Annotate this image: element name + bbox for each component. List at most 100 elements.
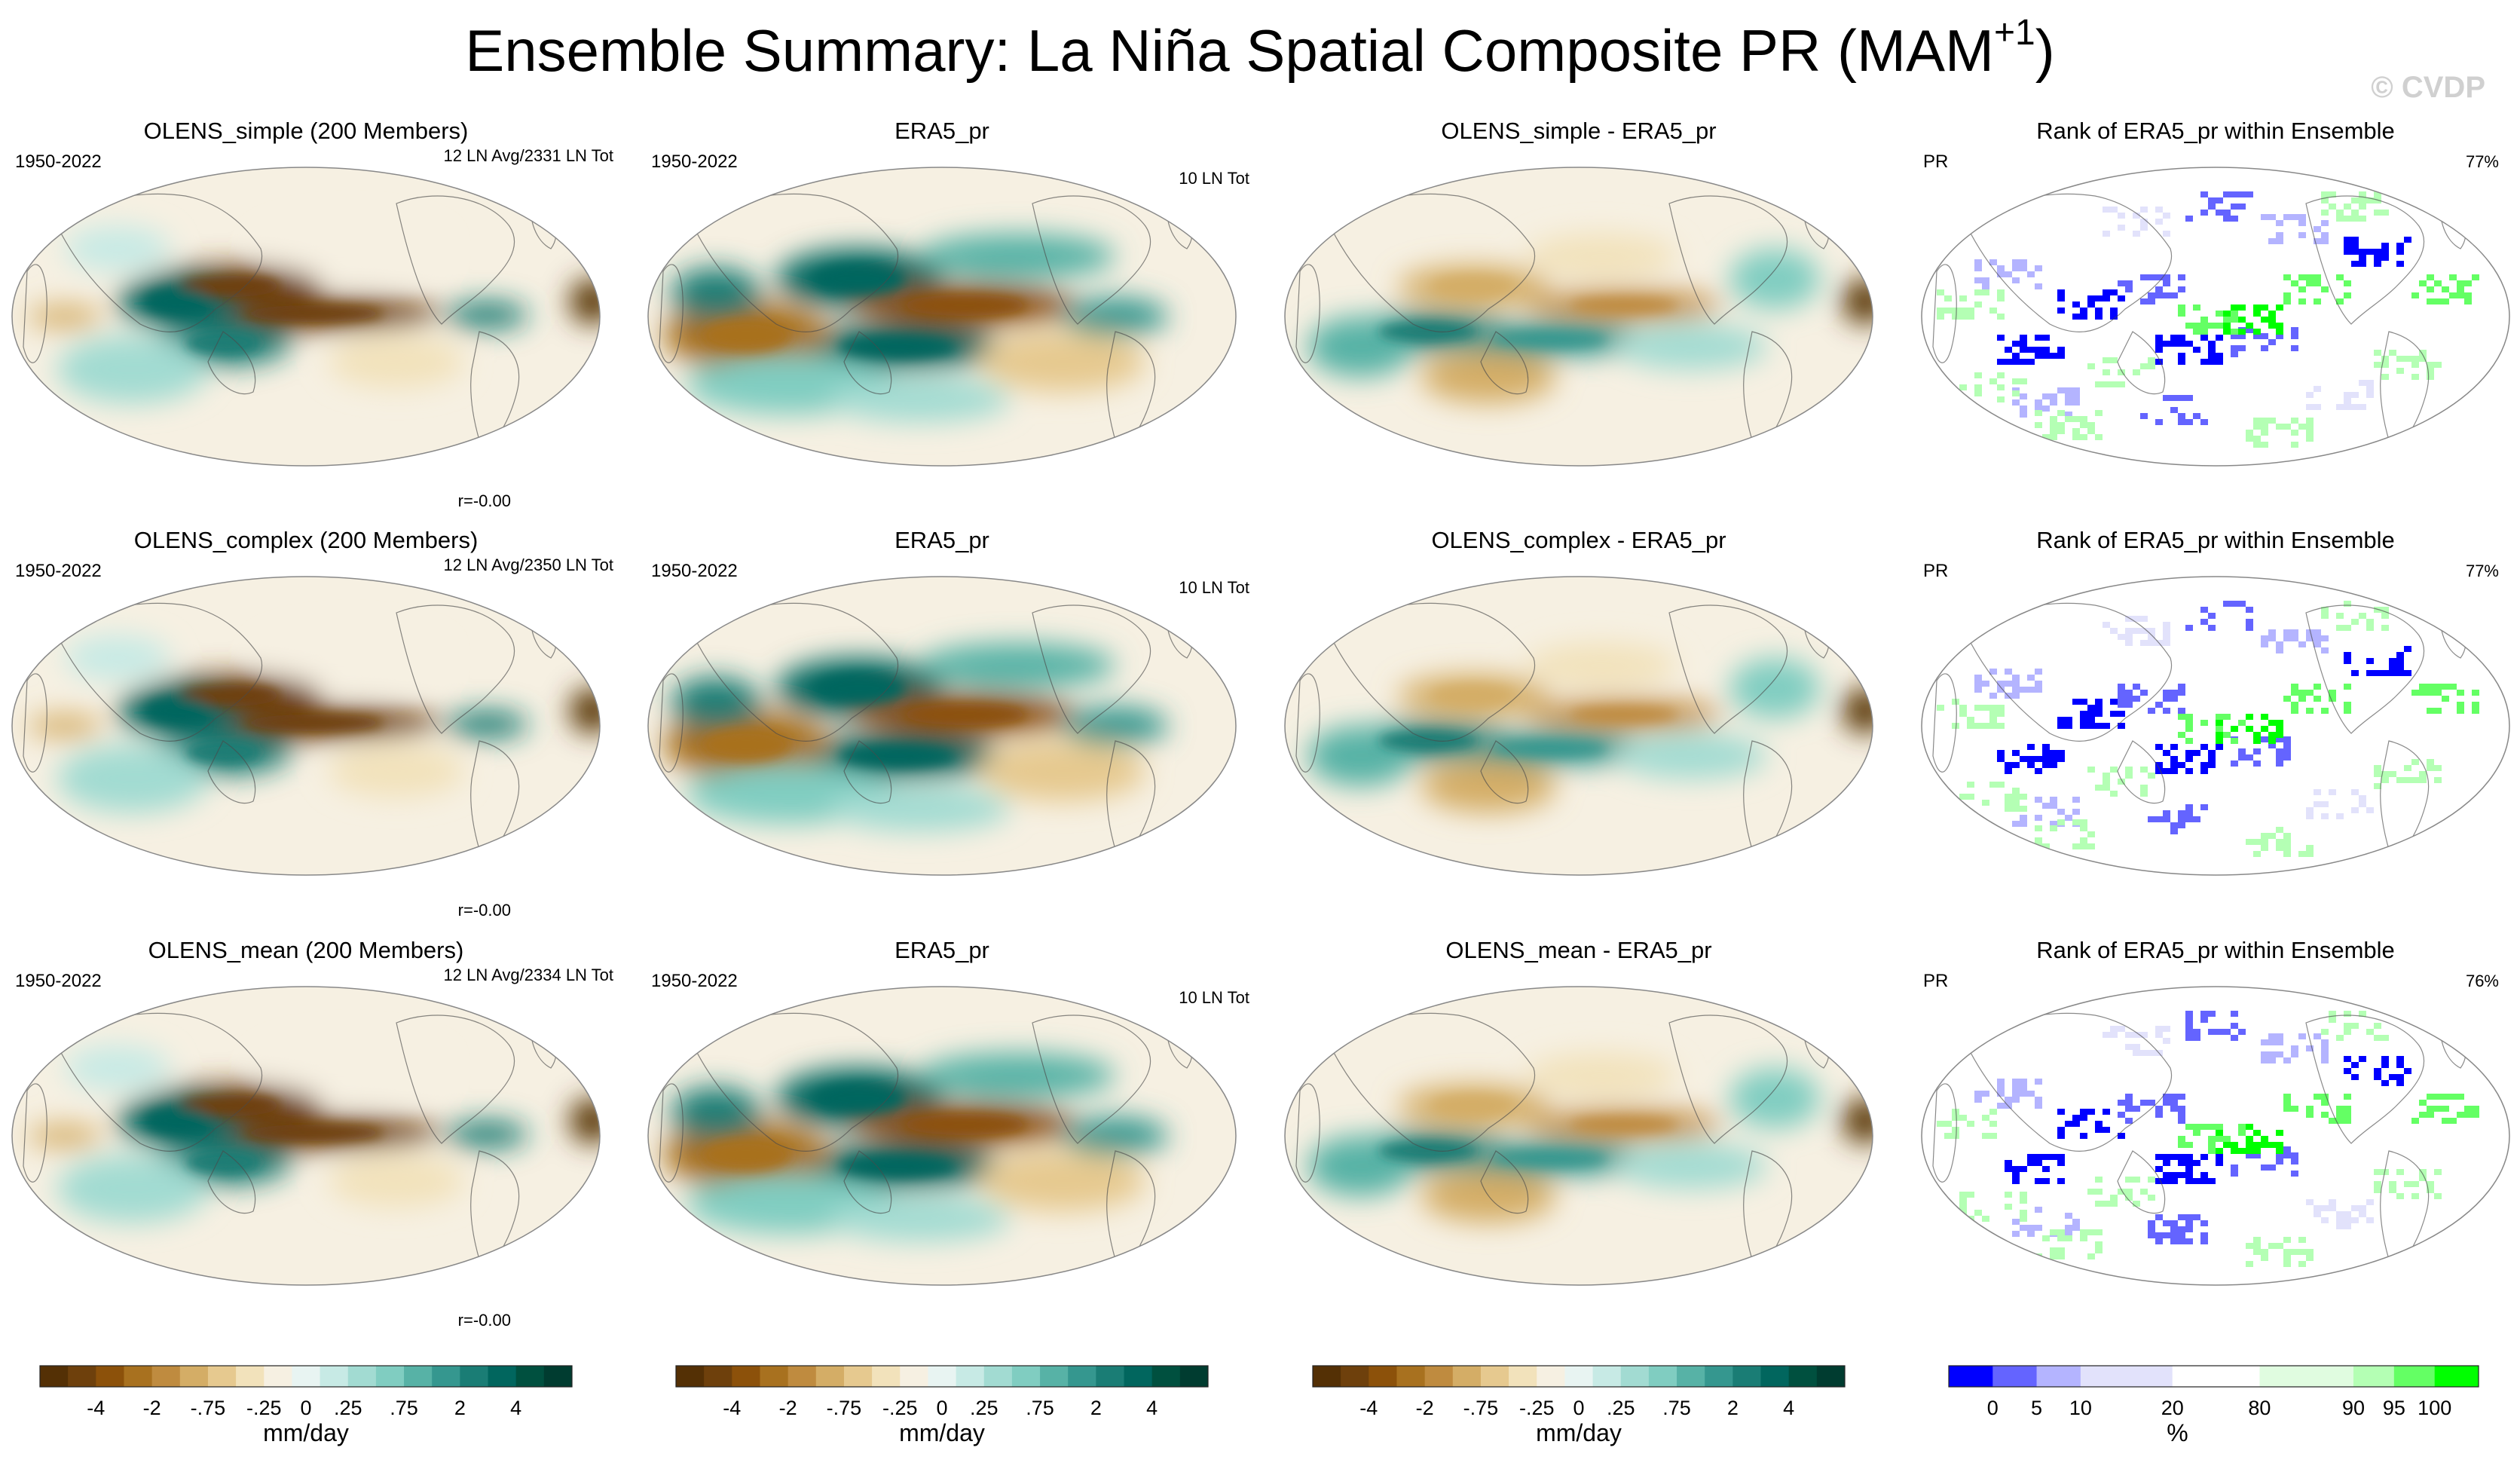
rank-cell [2268, 720, 2276, 726]
rank-cell [2216, 1029, 2223, 1035]
anomaly-green [57, 1155, 208, 1223]
rank-cell [2118, 295, 2125, 301]
coastline [1032, 1015, 1151, 1144]
colorbar-tick-label: -2 [779, 1397, 797, 1419]
anomaly-brown [261, 1042, 442, 1094]
anomaly-green [1616, 1143, 1767, 1189]
rank-cell [2351, 261, 2359, 267]
rank-cell [2427, 1112, 2434, 1118]
rank-cell [2170, 690, 2178, 696]
rank-cell [1974, 681, 1982, 687]
rank-cell [2434, 1094, 2442, 1100]
rank-cell [2200, 1220, 2208, 1226]
rank-cell [1944, 1133, 1952, 1139]
rank-cell [2253, 1152, 2261, 1158]
rank-cell [2005, 669, 2012, 675]
rank-cell [2125, 634, 2133, 640]
rank-cell [2306, 708, 2314, 714]
anomaly-brown [570, 688, 600, 733]
rank-cell [2336, 1223, 2344, 1229]
rank-cell [2442, 298, 2449, 305]
rank-cell [2231, 329, 2238, 335]
rank-cell [2178, 810, 2185, 816]
rank-cell [2216, 323, 2223, 329]
rank-cell [1982, 1091, 1989, 1097]
rank-cell [2125, 628, 2133, 634]
rank-cell [2344, 204, 2351, 210]
rank-cell [2223, 1142, 2231, 1148]
rank-cell [2208, 1136, 2216, 1142]
rank-cell [2163, 1178, 2170, 1184]
anomaly-green [829, 1196, 1010, 1241]
rank-cell [2321, 191, 2329, 197]
rank-cell [2374, 1187, 2381, 1193]
anomaly-core-brown [1570, 707, 1678, 722]
rank-cell [2321, 1045, 2329, 1051]
rank-cell [1944, 308, 1952, 314]
rank-cell [2246, 607, 2253, 613]
rank-cell [2298, 696, 2306, 702]
rank-cell [2200, 335, 2208, 341]
rank-cell [2163, 1220, 2170, 1226]
rank-cell [2306, 807, 2314, 813]
rank-cell [2163, 816, 2170, 822]
anomaly-core-brown [700, 727, 792, 762]
colorbar-swatch [404, 1366, 433, 1387]
rank-cell [1974, 289, 1982, 295]
rank-cell [2329, 191, 2336, 197]
map-panel-diff [1284, 167, 1873, 467]
rank-cell [2223, 317, 2231, 323]
rank-cell [2314, 641, 2321, 647]
rank-cell [2359, 249, 2366, 255]
rank-cell [2261, 317, 2268, 323]
rank-cell [2193, 323, 2200, 329]
rank-cell [2298, 851, 2306, 857]
rank-cell [2351, 243, 2359, 249]
rank-cell [2276, 1152, 2283, 1158]
rank-cell [2012, 1091, 2020, 1097]
rank-cell [2231, 1035, 2238, 1041]
rank-cell [2238, 748, 2246, 754]
map-panel-rank [1921, 986, 2510, 1286]
rank-cell [2344, 1056, 2351, 1062]
rank-cell [1982, 800, 1989, 806]
rank-cell [2306, 629, 2314, 635]
rank-cell [1952, 1133, 1959, 1139]
rank-cell [2178, 1142, 2185, 1148]
map-outline [647, 576, 1237, 876]
colorbar-swatch [347, 1366, 377, 1387]
rank-cell [2396, 777, 2404, 783]
rank-cell [2110, 767, 2118, 773]
rank-cell [2238, 329, 2246, 335]
rank-cell [2193, 1178, 2200, 1184]
rank-cell [2020, 1085, 2027, 1091]
rank-cell [2178, 1154, 2185, 1160]
rank-cell [2396, 1169, 2404, 1175]
rank-cell [2012, 750, 2020, 756]
colorbar-tick-label: 95 [2383, 1397, 2405, 1419]
rank-title: Rank of ERA5_pr within Ensemble [2036, 527, 2395, 553]
rank-cell [2155, 419, 2163, 425]
rank-cell [2359, 1056, 2366, 1062]
rank-cell [2427, 274, 2434, 280]
rank-cell [2449, 684, 2457, 690]
rank-cell [1974, 723, 1982, 729]
rank-cell [2042, 347, 2050, 353]
rank-cell [2087, 717, 2095, 723]
rank-cell [2118, 369, 2125, 375]
rank-cell [2020, 687, 2027, 693]
rank-cell [2291, 708, 2298, 714]
rank-cell [1944, 295, 1952, 301]
rank-cell [1944, 1121, 1952, 1127]
rank-cell [2381, 249, 2389, 255]
rank-cell [2125, 1177, 2133, 1183]
rank-cell [2419, 356, 2427, 362]
colorbar-tick-label: 4 [1783, 1397, 1794, 1419]
rank-cell [2035, 797, 2042, 803]
rank-cell [2057, 1109, 2065, 1115]
rank-cell [2268, 738, 2276, 744]
rank-cell [2427, 1181, 2434, 1187]
rank-cell [2065, 393, 2072, 399]
rank-cell [2306, 1249, 2314, 1255]
rank-cell [2366, 380, 2374, 386]
